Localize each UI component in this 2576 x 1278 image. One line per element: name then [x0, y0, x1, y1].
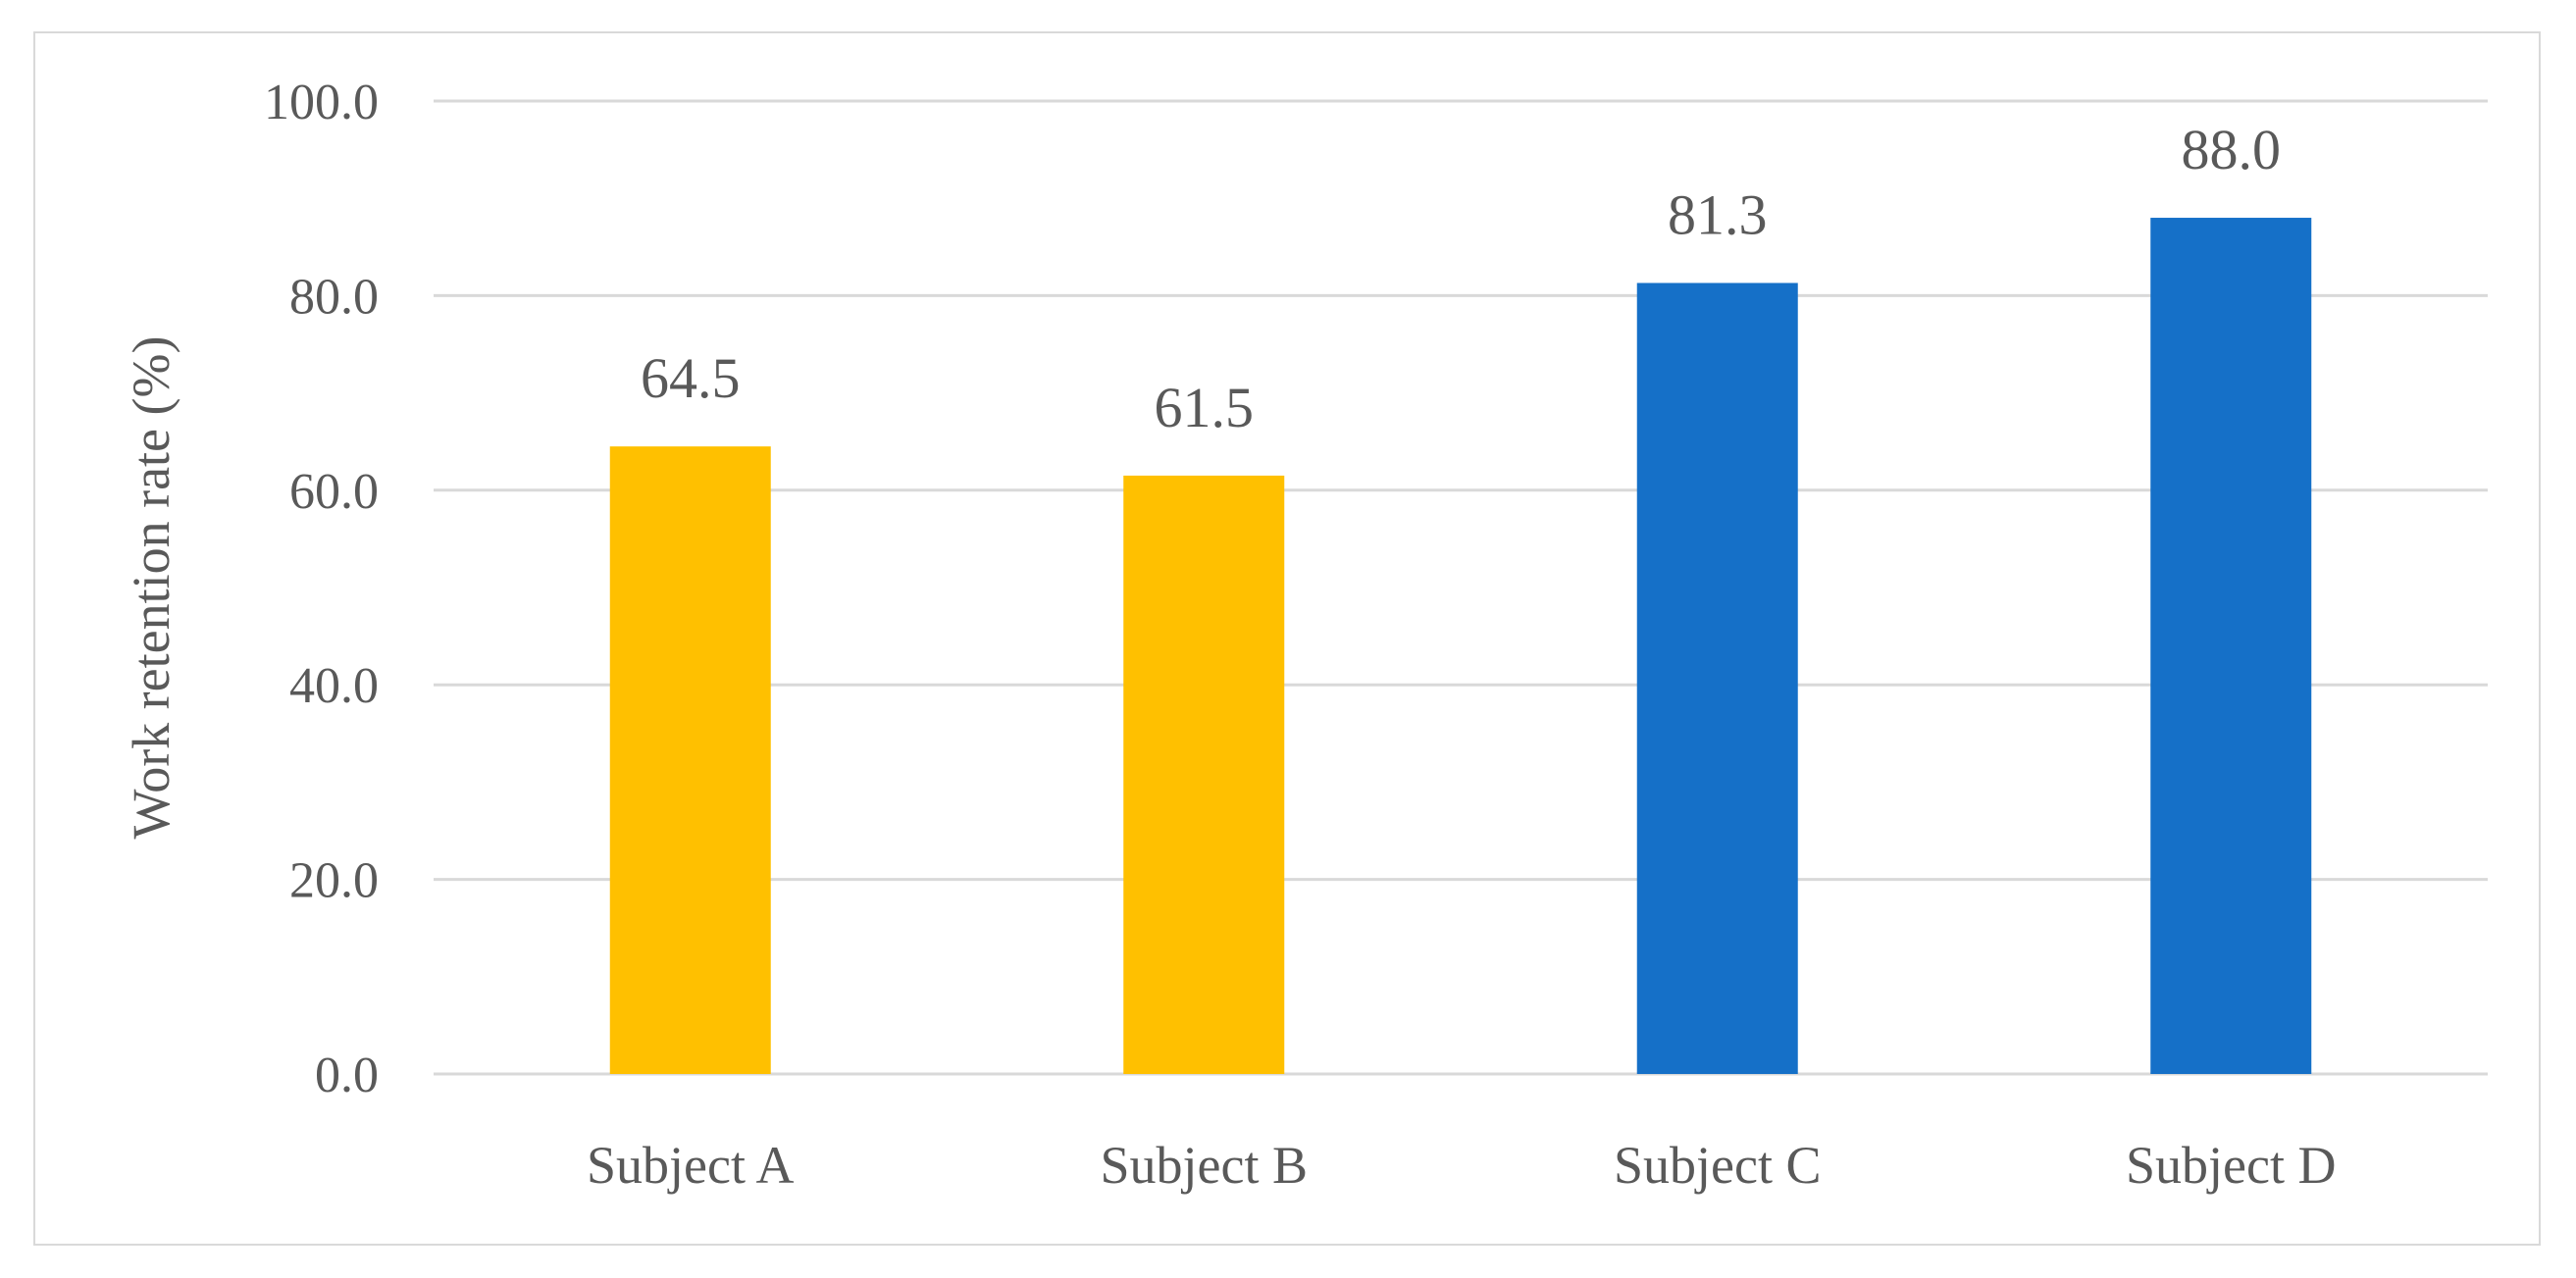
y-tick-label: 20.0	[289, 853, 379, 909]
category-label: Subject D	[2126, 1136, 2336, 1195]
data-label: 88.0	[2182, 118, 2282, 181]
bar	[1123, 475, 1285, 1074]
bar	[609, 446, 771, 1074]
category-label: Subject B	[1101, 1136, 1309, 1195]
gridlines	[434, 99, 2488, 1076]
chart-frame: 0.0 20.0 40.0 60.0 80.0 100.0 64.5 61.5 81.3 88.…	[33, 31, 2541, 1246]
y-tick-label: 80.0	[289, 269, 379, 325]
y-tick-label: 40.0	[289, 658, 379, 714]
data-label: 81.3	[1668, 183, 1768, 247]
y-axis-title: Work retention rate (%)	[122, 336, 180, 840]
category-label: Subject A	[587, 1136, 795, 1195]
bars	[609, 218, 2312, 1075]
y-tick-label: 0.0	[315, 1048, 379, 1103]
y-tick-label: 60.0	[289, 464, 379, 520]
x-axis-categories: Subject A Subject B Subject C Subject D	[587, 1136, 2336, 1195]
bar	[1636, 282, 1798, 1074]
data-label: 61.5	[1155, 376, 1255, 439]
category-label: Subject C	[1614, 1136, 1822, 1195]
y-axis-ticks: 0.0 20.0 40.0 60.0 80.0 100.0	[264, 75, 379, 1103]
bar	[2150, 218, 2312, 1075]
y-tick-label: 100.0	[264, 75, 379, 130]
bar-chart: 0.0 20.0 40.0 60.0 80.0 100.0 64.5 61.5 81.3 88.…	[122, 75, 2488, 1195]
data-label: 64.5	[641, 346, 741, 410]
data-labels: 64.5 61.5 81.3 88.0	[641, 118, 2281, 439]
